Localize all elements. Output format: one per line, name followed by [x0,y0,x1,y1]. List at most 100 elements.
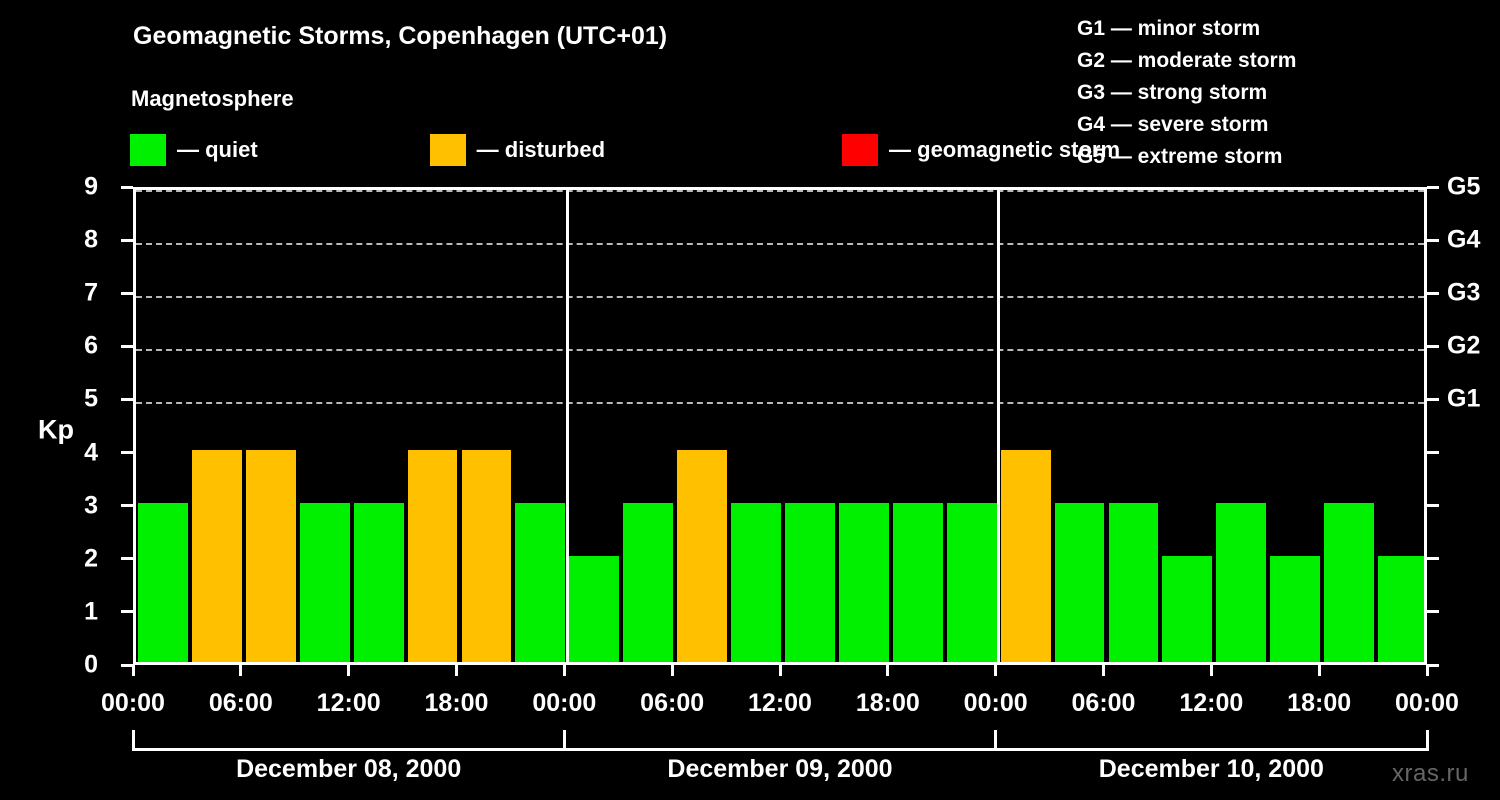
x-tick-label: 00:00 [963,689,1028,717]
gridline [136,349,1424,352]
bar [243,449,298,662]
x-tick-label: 06:00 [1071,689,1136,717]
g-tick-label: G3 [1447,278,1481,307]
right-tick-mark [1427,504,1439,508]
bar [513,502,568,662]
bar [1376,555,1424,662]
y-tick-label: 0 [84,650,98,679]
g-tick-label: G2 [1447,331,1481,360]
bar [136,502,190,662]
bar [890,502,945,662]
legend-entry: — quiet [130,134,258,166]
day-divider [565,190,569,662]
x-tick-mark [1209,665,1213,676]
g-scale-row: G3 — strong storm [1077,81,1268,104]
y-tick-label: 9 [84,172,98,201]
g-scale-row: G4 — severe storm [1077,113,1269,136]
x-tick-mark [994,665,998,676]
legend-swatch-storm [842,134,879,166]
day-label: December 09, 2000 [667,755,893,783]
gridline [136,190,1424,192]
x-tick-label: 12:00 [1179,689,1244,717]
x-tick-mark [1102,665,1105,676]
g-tick-label: G4 [1447,225,1481,254]
plot-inner [136,190,1424,662]
bar [998,449,1053,662]
y-tick-label: 6 [84,331,98,360]
plot-area [133,187,1427,665]
day-label: December 10, 2000 [1098,755,1324,783]
y-tick-label: 8 [84,225,98,254]
legend-entry: — disturbed [429,134,606,166]
bar [1322,502,1377,662]
y-axis-title: Kp [38,414,74,445]
right-tick-mark [1427,238,1439,242]
day-bracket-tick [562,730,566,751]
x-tick-mark [347,665,351,676]
y-tick-label: 1 [84,597,98,626]
right-tick-mark [1427,557,1439,561]
bar [675,449,730,662]
gridline [136,243,1424,246]
bar [405,449,460,662]
right-tick-mark [1427,451,1439,455]
y-tick-mark [121,451,133,455]
g-scale-row: G1 — minor storm [1077,17,1261,40]
right-tick-mark [1427,291,1439,295]
y-tick-mark [121,663,133,667]
y-tick-mark [121,344,133,348]
x-tick-label: 06:00 [640,689,705,717]
day-label: December 08, 2000 [236,755,462,783]
y-tick-label: 5 [84,384,98,413]
y-tick-label: 3 [84,491,98,520]
x-tick-label: 18:00 [424,689,489,717]
day-bracket-line [133,748,1427,751]
x-tick-mark [239,665,243,676]
bar [297,502,352,662]
x-tick-mark [562,665,566,676]
y-tick-mark [121,504,133,508]
bar [1052,502,1107,662]
bar [783,502,837,662]
g-tick-label: G5 [1447,172,1481,201]
bar [944,502,999,662]
bar [351,502,406,662]
bar [1160,555,1215,662]
day-bracket-tick [1425,730,1429,751]
bar [189,449,244,662]
legend-swatch-disturbed [429,134,466,166]
y-tick-mark [121,291,133,295]
g-tick-label: G1 [1447,384,1481,413]
x-tick-label: 18:00 [1287,689,1352,717]
right-tick-mark [1427,663,1439,667]
x-tick-label: 00:00 [1395,689,1459,717]
g-scale-row: G5 — extreme storm [1077,145,1283,168]
color-legend: — quiet — disturbed — geomagnetic storm [130,134,1120,166]
bar [1268,555,1323,662]
legend-label: — quiet [177,137,258,162]
legend-label: — geomagnetic storm [889,137,1121,162]
bar [459,449,514,662]
y-tick-mark [121,557,133,561]
bar [1214,502,1269,662]
y-tick-mark [121,238,133,242]
y-tick-mark [121,185,133,189]
x-tick-label: 12:00 [316,689,381,717]
y-tick-mark [121,610,133,614]
x-tick-mark [131,665,135,676]
x-tick-mark [1425,665,1429,676]
bar [729,502,783,662]
legend-swatch-quiet [130,134,166,166]
g-scale-row: G2 — moderate storm [1077,49,1297,72]
watermark: xras.ru [1392,760,1469,787]
legend-entry: — geomagnetic storm [842,134,1120,166]
day-divider [997,190,1001,662]
day-bracket-tick [131,730,135,751]
right-tick-mark [1427,397,1439,401]
x-tick-label: 00:00 [101,689,165,717]
chart-subtitle: Magnetosphere [131,86,294,111]
bar [621,502,676,662]
x-tick-mark [455,665,458,676]
bar [836,502,891,662]
legend-label: — disturbed [476,137,606,162]
